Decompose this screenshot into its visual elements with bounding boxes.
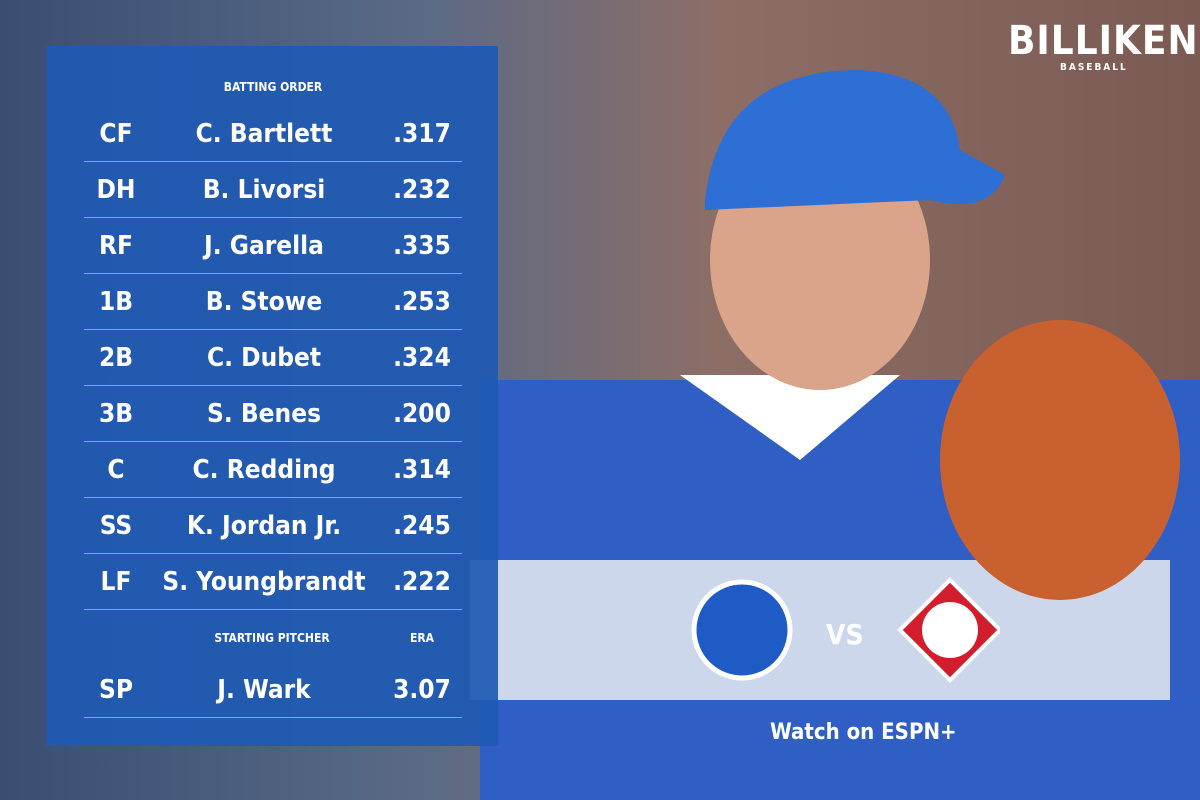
versus: VS: [826, 618, 864, 651]
player-name: S. Benes: [206, 399, 322, 429]
player-name: S. Youngbrandt: [162, 567, 366, 597]
lineup-row: 3B S. Benes .200: [84, 385, 462, 442]
stat: .335: [393, 231, 451, 261]
position: 3B: [98, 399, 134, 429]
position: CF: [99, 119, 133, 149]
position: LF: [100, 567, 132, 597]
pitcher-heading: STARTING PITCHER: [214, 631, 330, 645]
position: 1B: [98, 287, 134, 317]
lineup-row: SS K. Jordan Jr. .245: [84, 497, 462, 554]
team-logo: [691, 579, 793, 681]
player-name: J. Wark: [217, 675, 311, 705]
lineup-row: LF S. Youngbrandt .222: [84, 553, 462, 610]
stat: .317: [393, 119, 451, 149]
player-name: J. Garella: [204, 231, 324, 261]
lineup-row: 1B B. Stowe .253: [84, 273, 462, 330]
stat: .200: [393, 399, 451, 429]
stat: 3.07: [393, 675, 451, 705]
player-name: C. Dubet: [206, 343, 322, 373]
batting-order-heading: BATTING ORDER: [223, 80, 323, 94]
player-name: C. Bartlett: [195, 119, 333, 149]
glove: [940, 320, 1180, 600]
player-name: B. Livorsi: [202, 175, 326, 205]
stat: .232: [393, 175, 451, 205]
player-name: B. Stowe: [205, 287, 323, 317]
lineup-row: C C. Redding .314: [84, 441, 462, 498]
stat: .222: [393, 567, 451, 597]
brand-title: BILLIKENS: [1008, 18, 1200, 64]
stat: .245: [393, 511, 451, 541]
lineup-row: DH B. Livorsi .232: [84, 161, 462, 218]
opponent-face: [922, 602, 978, 658]
lineup-row: 2B C. Dubet .324: [84, 329, 462, 386]
stat: .314: [393, 455, 451, 485]
era-heading: ERA: [409, 631, 435, 645]
position: RF: [99, 231, 133, 261]
player-name: C. Redding: [192, 455, 336, 485]
position: SP: [99, 675, 133, 705]
logos: [691, 577, 1000, 683]
position: DH: [96, 175, 136, 205]
collar: [680, 375, 900, 460]
brand-subtitle: BASEBALL: [1060, 62, 1128, 73]
cap: [705, 70, 1005, 210]
position: C: [107, 455, 125, 485]
broadcast: Watch on ESPN+: [770, 720, 957, 745]
player-name: K. Jordan Jr.: [186, 511, 342, 541]
lineup-row: SP J. Wark 3.07: [84, 661, 462, 718]
position: SS: [99, 511, 133, 541]
lineup-row: CF C. Bartlett .317: [84, 105, 462, 162]
lineup-row: RF J. Garella .335: [84, 217, 462, 274]
stat: .324: [393, 343, 451, 373]
stat: .253: [393, 287, 451, 317]
lineup-panel: BATTING ORDER CF C. Bartlett .317 DH B. Livor…: [46, 46, 498, 746]
position: 2B: [98, 343, 134, 373]
